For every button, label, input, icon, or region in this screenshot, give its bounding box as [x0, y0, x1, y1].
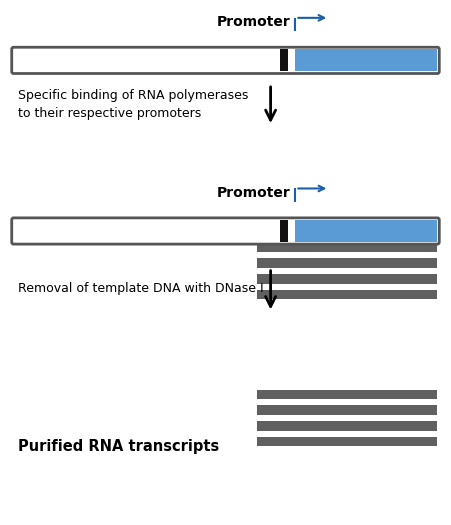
Text: Removal of template DNA with DNase I: Removal of template DNA with DNase I [18, 282, 264, 295]
Bar [257, 243, 437, 252]
Bar [257, 390, 437, 399]
Bar [257, 405, 437, 415]
Bar [257, 421, 437, 430]
Bar [14, 220, 437, 242]
Bar [288, 49, 295, 71]
Bar [295, 49, 437, 71]
Bar [280, 220, 288, 242]
Bar [280, 49, 288, 71]
Text: Promoter: Promoter [217, 15, 291, 29]
Bar [257, 258, 437, 268]
Text: Promoter: Promoter [217, 186, 291, 200]
Bar [257, 290, 437, 299]
Text: Specific binding of RNA polymerases
to their respective promoters: Specific binding of RNA polymerases to t… [18, 89, 249, 121]
Bar [288, 220, 295, 242]
Bar [257, 437, 437, 446]
Bar [257, 274, 437, 284]
Bar [14, 49, 437, 71]
Text: Purified RNA transcripts: Purified RNA transcripts [18, 439, 219, 454]
Bar [295, 220, 437, 242]
